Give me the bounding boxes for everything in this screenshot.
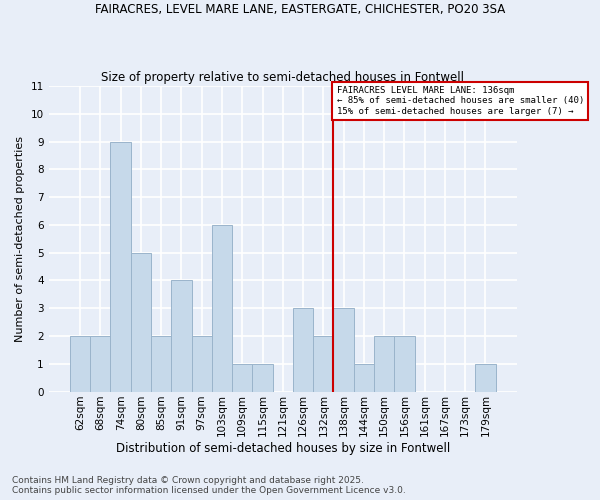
Y-axis label: Number of semi-detached properties: Number of semi-detached properties [15,136,25,342]
Bar [334,308,354,392]
Bar [394,336,415,392]
Bar [354,364,374,392]
Title: Size of property relative to semi-detached houses in Fontwell: Size of property relative to semi-detach… [101,70,464,84]
Text: FAIRACRES LEVEL MARE LANE: 136sqm
← 85% of semi-detached houses are smaller (40): FAIRACRES LEVEL MARE LANE: 136sqm ← 85% … [337,86,584,116]
Bar [232,364,253,392]
Bar [191,336,212,392]
X-axis label: Distribution of semi-detached houses by size in Fontwell: Distribution of semi-detached houses by … [116,442,450,455]
Text: FAIRACRES, LEVEL MARE LANE, EASTERGATE, CHICHESTER, PO20 3SA: FAIRACRES, LEVEL MARE LANE, EASTERGATE, … [95,2,505,16]
Bar [172,280,191,392]
Bar [313,336,334,392]
Bar [110,142,131,392]
Bar [90,336,110,392]
Text: Contains HM Land Registry data © Crown copyright and database right 2025.
Contai: Contains HM Land Registry data © Crown c… [12,476,406,495]
Bar [151,336,172,392]
Bar [253,364,272,392]
Bar [374,336,394,392]
Bar [475,364,496,392]
Bar [131,252,151,392]
Bar [293,308,313,392]
Bar [212,225,232,392]
Bar [70,336,90,392]
